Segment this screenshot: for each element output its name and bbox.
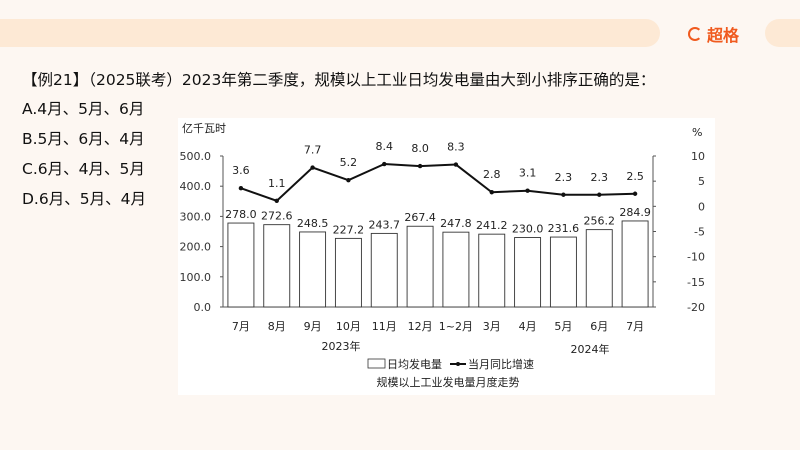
chart: 亿千瓦时 % 2023年 2024年 日均发电量 当月同比增速 规模以上工业发电… <box>180 122 706 389</box>
bar <box>621 220 649 308</box>
growth-line <box>240 163 636 202</box>
legend-line-label: 当月同比增速 <box>468 357 534 371</box>
x-tick-label: 1~2月 <box>439 320 473 333</box>
x-tick-label: 10月 <box>336 320 361 333</box>
bar-value-label: 278.0 <box>225 208 257 221</box>
bar <box>442 231 470 308</box>
x-tick-label: 11月 <box>372 320 397 333</box>
bar <box>406 225 434 308</box>
bar <box>478 233 506 308</box>
chart-panel: 亿千瓦时 % 2023年 2024年 日均发电量 当月同比增速 规模以上工业发电… <box>178 118 715 395</box>
bar-value-label: 248.5 <box>297 217 329 230</box>
header-bar-right <box>765 19 800 47</box>
y-right-tick: 0 <box>698 200 705 213</box>
x-tick-label: 4月 <box>519 320 537 333</box>
growth-value-label: 8.0 <box>411 142 429 155</box>
y-right-tick: -20 <box>687 301 705 314</box>
y-left-tick: 400.0 <box>180 180 212 193</box>
y-right-tick: -10 <box>687 251 705 264</box>
growth-value-label: 5.2 <box>340 156 358 169</box>
x-tick-label: 5月 <box>554 320 572 333</box>
y-left-tick: 100.0 <box>180 271 212 284</box>
growth-value-label: 1.1 <box>268 177 286 190</box>
y-left-label: 亿千瓦时 <box>182 122 226 135</box>
growth-point <box>453 162 459 167</box>
growth-point <box>417 163 423 169</box>
option-d[interactable]: D.6月、5月、4月 <box>22 190 146 208</box>
y-right-label: % <box>692 126 702 139</box>
legend-bar-label: 日均发电量 <box>387 357 442 371</box>
bar-value-label: 272.6 <box>261 210 293 223</box>
x-tick-label: 12月 <box>408 320 433 333</box>
bar <box>585 229 613 308</box>
bar <box>263 224 291 308</box>
x-tick-label: 3月 <box>483 320 501 333</box>
growth-value-label: 3.1 <box>519 167 537 180</box>
x-tick-label: 7月 <box>232 320 250 333</box>
y-left-tick: 0.0 <box>194 301 212 314</box>
year-label-2024: 2024年 <box>571 342 610 356</box>
y-left-tick: 500.0 <box>180 150 212 163</box>
bar-value-label: 243.7 <box>369 218 401 231</box>
x-tick-label: 8月 <box>268 320 286 333</box>
option-b[interactable]: B.5月、6月、4月 <box>22 130 145 148</box>
x-tick-label: 6月 <box>590 320 608 333</box>
growth-point <box>561 192 566 197</box>
growth-value-label: 2.8 <box>483 168 501 181</box>
bar <box>299 231 327 308</box>
legend-line-marker <box>456 362 460 366</box>
growth-point <box>382 161 387 167</box>
growth-point <box>632 191 638 196</box>
x-tick-label: 7月 <box>626 320 644 333</box>
chart-title: 规模以上工业发电量月度走势 <box>377 375 520 389</box>
growth-point <box>274 198 279 203</box>
bar <box>370 232 398 308</box>
bar <box>549 236 577 308</box>
growth-value-label: 8.4 <box>376 140 394 153</box>
bar <box>514 237 542 308</box>
header-bar <box>0 19 660 47</box>
growth-point <box>489 190 494 195</box>
growth-value-label: 2.5 <box>626 170 644 183</box>
growth-value-label: 7.7 <box>304 144 322 157</box>
bar-value-label: 231.6 <box>548 222 580 235</box>
growth-point <box>525 188 530 193</box>
brand-logo-icon <box>688 27 702 41</box>
bar-value-label: 227.2 <box>333 223 365 236</box>
bar-value-label: 284.9 <box>619 206 651 219</box>
growth-point <box>310 165 315 170</box>
x-tick-label: 9月 <box>304 320 322 333</box>
year-label-2023: 2023年 <box>322 339 361 353</box>
growth-value-label: 2.3 <box>591 171 609 184</box>
growth-point <box>238 186 244 191</box>
y-left-tick: 300.0 <box>180 210 212 223</box>
bar-value-label: 267.4 <box>404 211 436 224</box>
y-right-tick: 5 <box>698 175 705 188</box>
y-left-tick: 200.0 <box>180 241 212 254</box>
bar-value-label: 241.2 <box>476 219 508 232</box>
growth-value-label: 3.6 <box>232 164 250 177</box>
y-right-tick: -5 <box>694 226 705 239</box>
growth-point <box>597 192 602 197</box>
option-c[interactable]: C.6月、4月、5月 <box>22 160 145 178</box>
bar <box>227 222 255 308</box>
brand-logo: 超格 <box>688 22 739 46</box>
option-a[interactable]: A.4月、5月、6月 <box>22 100 145 118</box>
growth-value-label: 8.3 <box>447 141 465 154</box>
bar-value-label: 230.0 <box>512 223 544 236</box>
legend-bar-swatch <box>367 358 386 369</box>
y-right-tick: -15 <box>687 276 705 289</box>
bar <box>334 237 362 308</box>
question-text: 【例21】（2025联考）2023年第二季度，规模以上工业日均发电量由大到小排序… <box>22 71 656 89</box>
growth-value-label: 2.3 <box>555 171 573 184</box>
bar-value-label: 256.2 <box>584 215 616 228</box>
brand-name: 超格 <box>707 26 740 45</box>
bar-value-label: 247.8 <box>440 217 472 230</box>
y-right-tick: 10 <box>691 150 705 163</box>
growth-point <box>346 177 351 183</box>
